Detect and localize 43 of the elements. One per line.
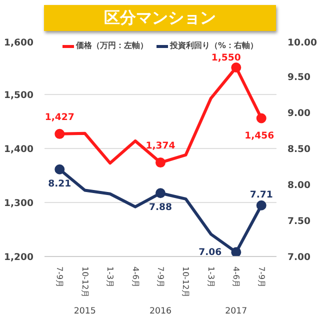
chart-title: 区分マンション	[104, 7, 216, 29]
data-label: 7.88	[148, 202, 172, 214]
x-tick-label: 7-9月	[256, 266, 266, 288]
x-tick-label: 10-12月	[181, 266, 190, 298]
x-tick-label: 1-3月	[106, 266, 115, 288]
point	[231, 62, 242, 72]
data-label: 7.06	[198, 247, 222, 258]
y-tick-label: 1,500	[4, 90, 34, 101]
point	[54, 128, 65, 139]
text: 2016	[149, 306, 172, 316]
legend-label: 投資利回り（%：右軸）	[170, 40, 258, 51]
y2-tick-label: 7.00	[288, 252, 312, 263]
y2-tick-label: 7.50	[288, 216, 312, 227]
point	[156, 188, 166, 198]
y-tick-label: 1,600	[4, 38, 34, 48]
point	[156, 158, 166, 168]
y2-tick-label: 9.50	[288, 72, 312, 83]
data-label: 8.21	[48, 178, 72, 190]
y2-tick-label: 9.00	[288, 108, 312, 119]
y2-tick-label: 8.00	[288, 180, 312, 191]
x-tick-label: 1-3月	[206, 266, 216, 288]
data-label: 1,427	[44, 112, 74, 123]
data-label: 1,456	[244, 130, 274, 142]
data-label: 1,550	[211, 52, 242, 64]
x-tick-label: 10-12月	[80, 266, 90, 298]
point	[54, 164, 65, 174]
x-tick-label: 7-9月	[55, 266, 64, 288]
y-tick-label: 1,300	[4, 198, 34, 209]
x-tick-label: 4-6月	[130, 266, 140, 288]
y2-tick-label: 8.50	[288, 144, 312, 155]
y2-tick-label: 10.00	[288, 38, 318, 48]
point	[256, 200, 266, 210]
legend-label: 価格（万円：左軸）	[76, 40, 148, 51]
text: 2015	[74, 306, 96, 316]
text: 2017	[225, 306, 248, 316]
data-label: 7.71	[250, 189, 273, 200]
point	[231, 247, 242, 256]
point	[256, 113, 266, 124]
y-tick-label: 1,400	[4, 144, 34, 155]
data-label: 1,374	[146, 140, 176, 152]
x-tick-label: 7-9月	[156, 266, 165, 288]
y-tick-label: 1,200	[4, 252, 34, 263]
x-tick-label: 4-6月	[232, 266, 241, 288]
